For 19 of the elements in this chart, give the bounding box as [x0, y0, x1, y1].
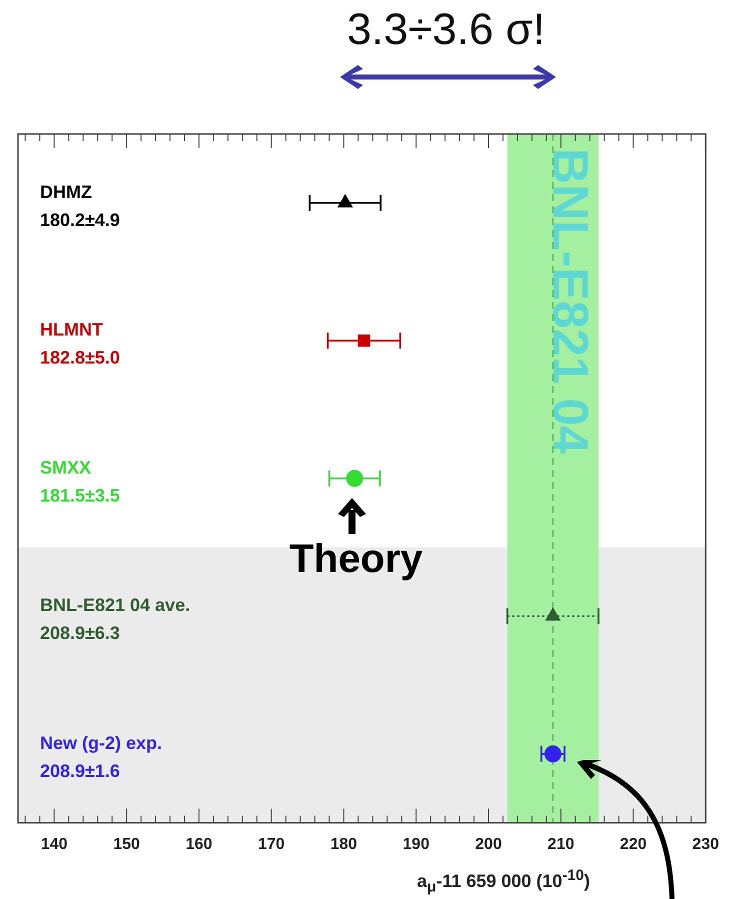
x-tick-label: 190 [402, 836, 430, 853]
annotation: Theory [289, 536, 423, 582]
x-tick-label: 170 [258, 836, 285, 853]
x-axis-title: a$_{μ}$-11 659 000 (10$^{-10}$) [417, 866, 590, 898]
x-tick-label: 150 [113, 836, 140, 853]
y-tick-label: BNL-E821 04 ave. 208.9±6.3 [40, 595, 190, 644]
x-tick-label: 160 [186, 836, 212, 853]
x-tick-label: 220 [620, 836, 647, 853]
x-tick-label: 200 [475, 836, 502, 853]
band-label: BNL-E821 04 [542, 148, 599, 454]
x-tick-label: 140 [40, 836, 68, 853]
x-tick-label: 210 [548, 836, 574, 853]
y-tick-label: SMXX 181.5±3.5 [40, 457, 120, 506]
y-tick-label: DHMZ 180.2±4.9 [40, 182, 120, 230]
x-tick-label: 180 [330, 836, 358, 853]
chart-title: 3.3÷3.6 σ! [346, 4, 546, 56]
y-tick-label: New (g-2) exp. 208.9±1.6 [40, 732, 162, 781]
y-tick-label: HLMNT 182.8±5.0 [40, 320, 120, 368]
x-tick-label: 230 [692, 836, 720, 853]
